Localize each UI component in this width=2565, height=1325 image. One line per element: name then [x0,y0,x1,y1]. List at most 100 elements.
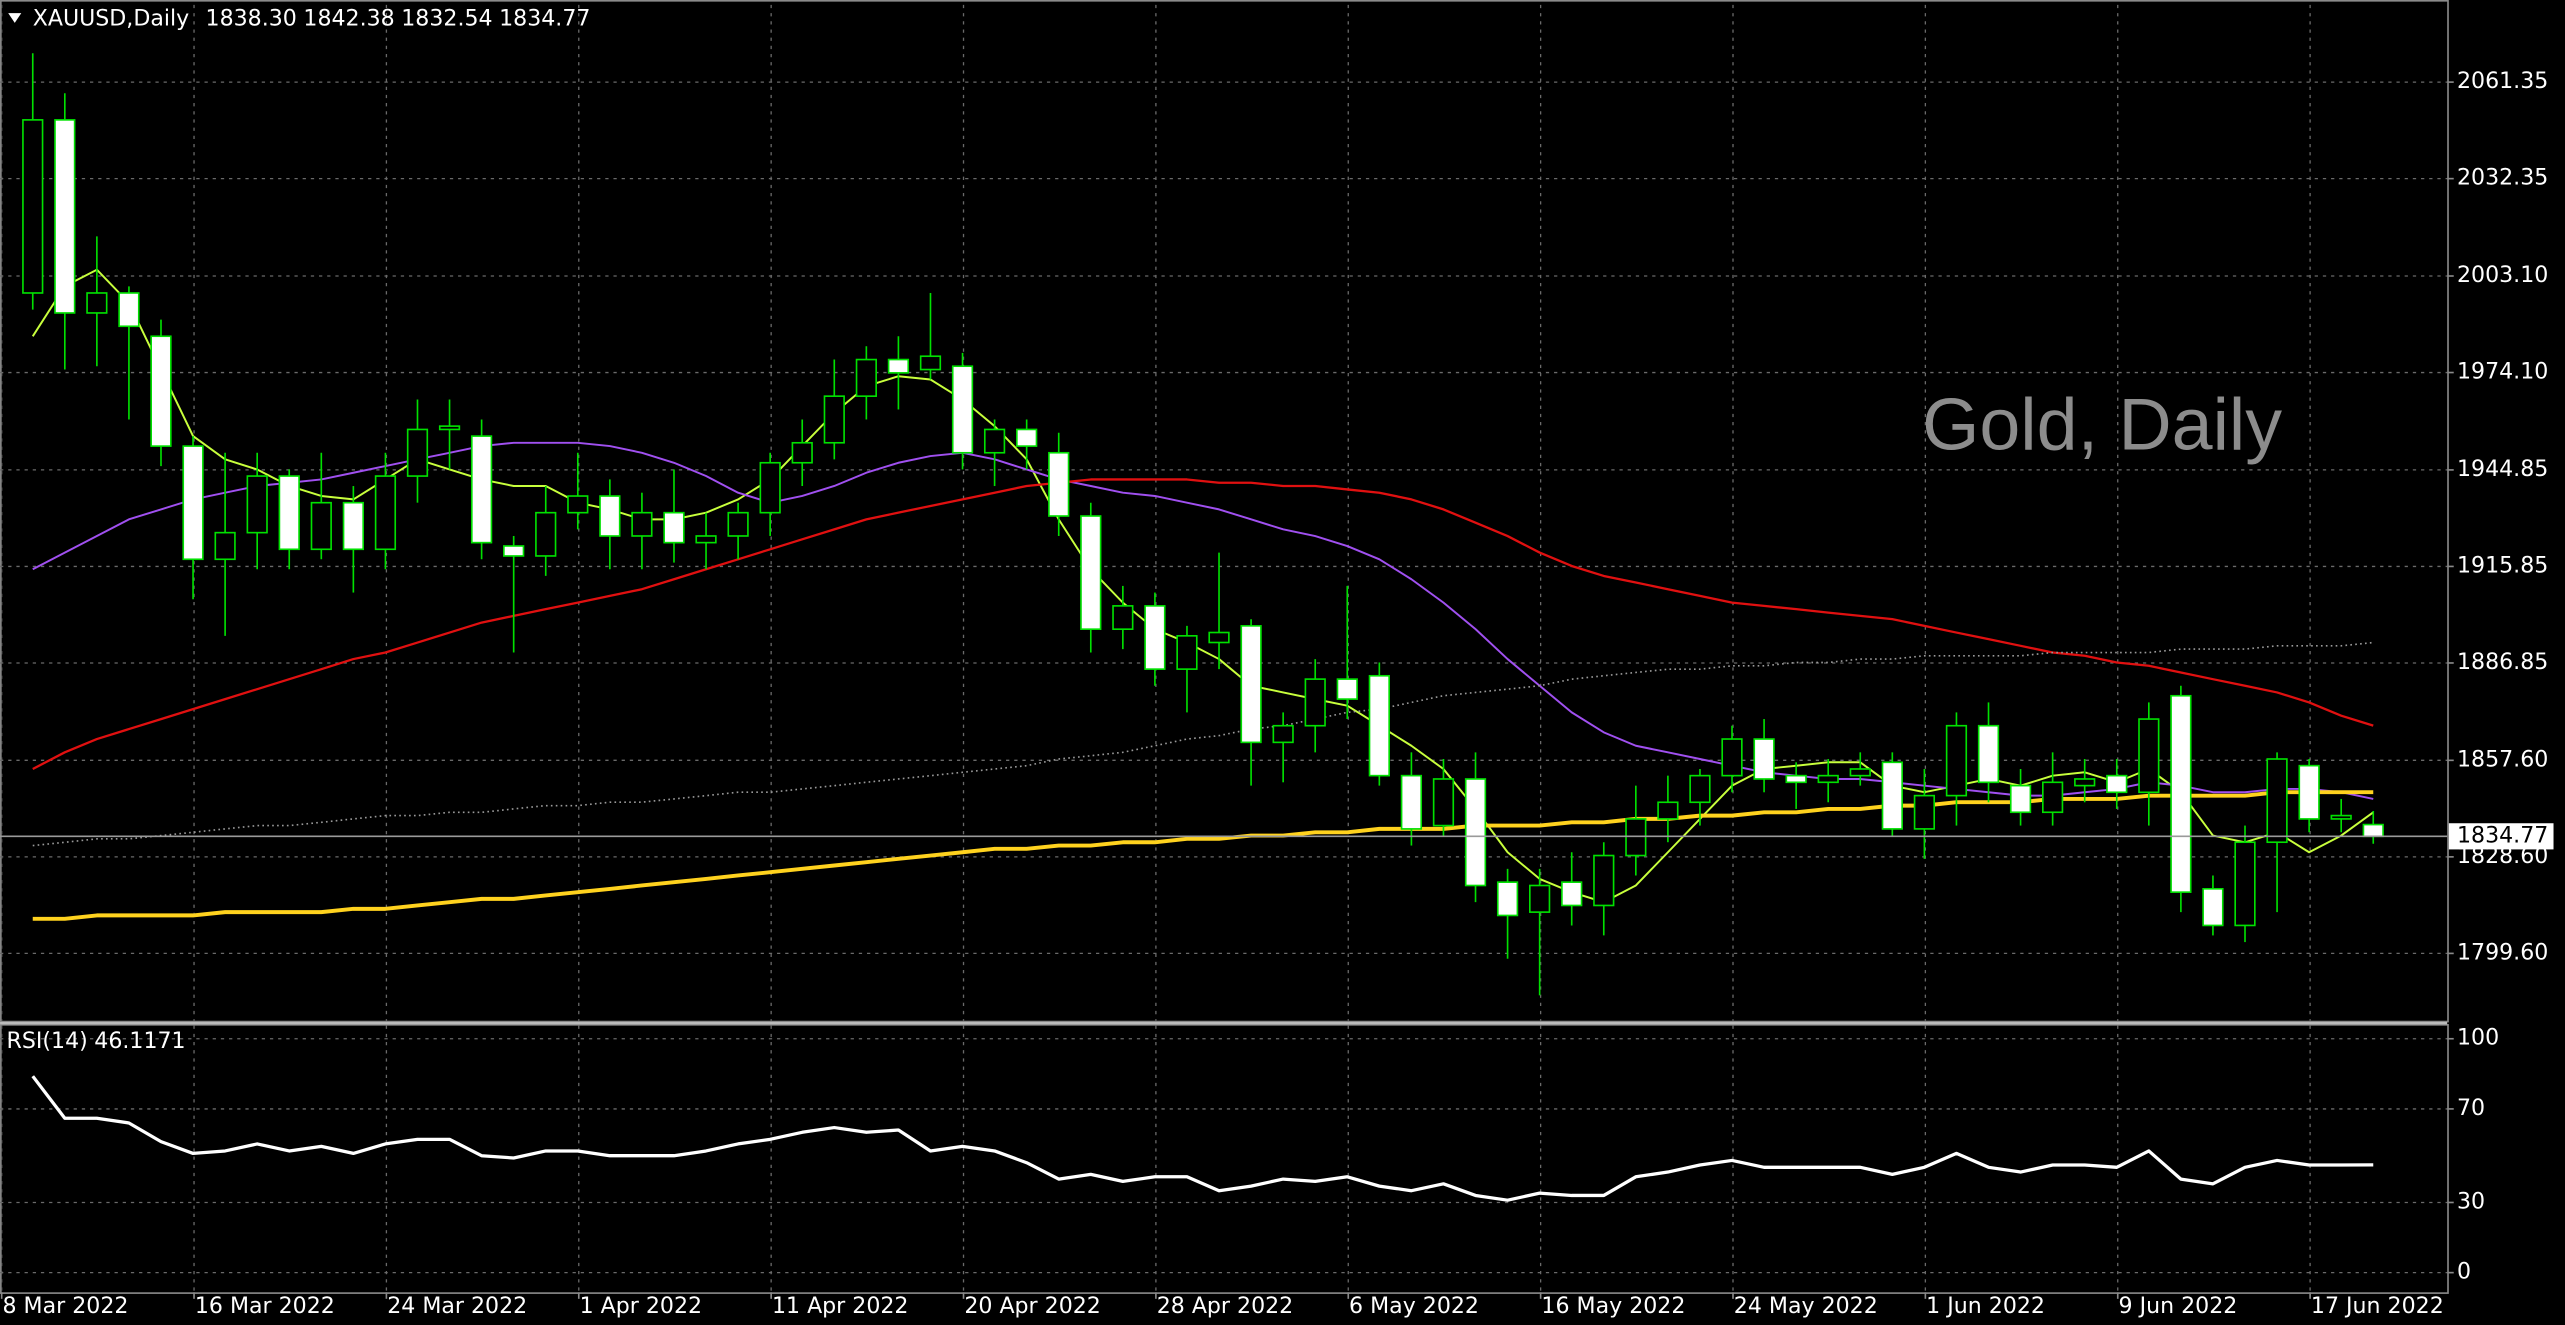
candle-body [2362,823,2384,838]
candle-body [470,435,493,544]
low-label: 1832.54 [401,7,492,32]
candle-body [1721,738,1743,777]
candle-body [22,119,44,294]
candle-body [1464,778,1487,887]
y-tick-label: 1915.85 [2457,553,2548,578]
candle-body [2009,784,2032,814]
candle-body [983,428,1006,454]
y-tick-label: 2032.35 [2457,166,2548,191]
candle-body [663,511,685,544]
candle-body [1048,451,1070,517]
candle-body [919,355,942,371]
candle-body [951,365,974,454]
moving-average-line [32,641,2374,847]
header: XAUUSD,Daily 1838.30 1842.38 1832.54 1834.77 [33,7,591,32]
candle-body [2074,778,2096,787]
x-tick-label: 11 Apr 2022 [772,1294,909,1319]
y-tick-label: 70 [2457,1096,2485,1121]
candle-body [1496,881,1519,917]
candle-body [1625,818,1647,857]
high-label: 1842.38 [303,7,394,32]
candle-body [438,425,461,431]
x-tick-label: 16 Mar 2022 [195,1294,335,1319]
candle-body [1144,605,1166,670]
candle-body [1400,774,1423,830]
moving-average-line [32,478,2374,771]
candle-body [1689,774,1711,804]
candle-body [1336,678,1358,700]
candle-body [246,475,268,534]
candle-body [1817,774,1839,784]
rsi-title: RSI(14) 46.1171 [7,1029,186,1054]
candle-body [1593,854,1615,907]
candle-body [1529,884,1551,913]
moving-average-line [32,790,2374,921]
price-panel-frame [0,0,2449,1023]
candle-body [567,495,589,514]
watermark: Gold, Daily [1922,383,2282,466]
candle-body [86,292,108,314]
candle-body [118,292,140,328]
x-tick-label: 17 Jun 2022 [2311,1294,2444,1319]
plot-layer: 8 Mar 2022 16 Mar 2022 24 Mar 2022 1 Apr 20… [0,53,2554,1319]
candle-body [727,511,749,537]
candle-body [2138,718,2160,794]
candle-body [631,511,653,537]
last-price-box [2448,823,2554,850]
rsi-value: 46.1171 [94,1029,185,1054]
rsi-name: RSI(14) [7,1029,88,1054]
candle-body [1849,768,1871,777]
candle-body [791,441,813,464]
candle-body [1304,678,1326,727]
y-tick-label: 1944.85 [2457,457,2548,482]
candle-body [1368,674,1390,777]
candle-body [1240,625,1262,744]
candle-body [1753,738,1775,780]
symbol: XAUUSD,Daily [33,7,189,32]
candle-body [150,335,172,447]
candle-body [2234,841,2256,927]
candle-body [1913,794,1936,830]
candle-body [1657,801,1679,820]
candle-body [1432,778,1455,827]
y-tick-label: 2003.10 [2457,263,2548,288]
x-tick-label: 1 Jun 2022 [1926,1294,2045,1319]
candle-body [2202,888,2224,927]
x-tick-label: 8 Mar 2022 [2,1294,128,1319]
candle-body [599,495,621,537]
y-tick-label: 1857.60 [2457,747,2548,772]
candle-body [1945,724,1968,797]
y-tick-label: 0 [2457,1260,2471,1285]
y-tick-label: 1799.60 [2457,940,2548,965]
y-tick-label: 2061.35 [2457,69,2548,94]
y-tick-label: 100 [2457,1026,2499,1051]
x-tick-label: 16 May 2022 [1541,1294,1685,1319]
x-tick-label: 20 Apr 2022 [964,1294,1101,1319]
candle-body [2170,694,2192,893]
open-label: 1838.30 [206,7,297,32]
candle-body [1272,724,1294,744]
candle-body [278,475,300,551]
x-tick-label: 9 Jun 2022 [2119,1294,2238,1319]
candle-body [1208,631,1230,644]
candle-body [1080,515,1102,630]
rsi-panel-frame [0,1024,2449,1294]
candle-body [1112,605,1134,630]
candle-body [2266,758,2288,844]
candle-body [2298,764,2320,820]
close-label: 1834.77 [499,7,590,32]
last-price-label: 1834.77 [2457,823,2548,848]
candle-body [310,501,332,551]
candle-body [214,531,236,561]
candle-body [823,395,845,444]
y-tick-label: 1974.10 [2457,360,2548,385]
y-tick-label: 1886.85 [2457,650,2548,675]
x-tick-label: 28 Apr 2022 [1157,1294,1294,1319]
candle-body [1977,724,2000,784]
candle-body [1016,428,1038,447]
candle-body [695,535,717,544]
y-tick-label: 30 [2457,1189,2485,1214]
candle-body [406,428,429,477]
